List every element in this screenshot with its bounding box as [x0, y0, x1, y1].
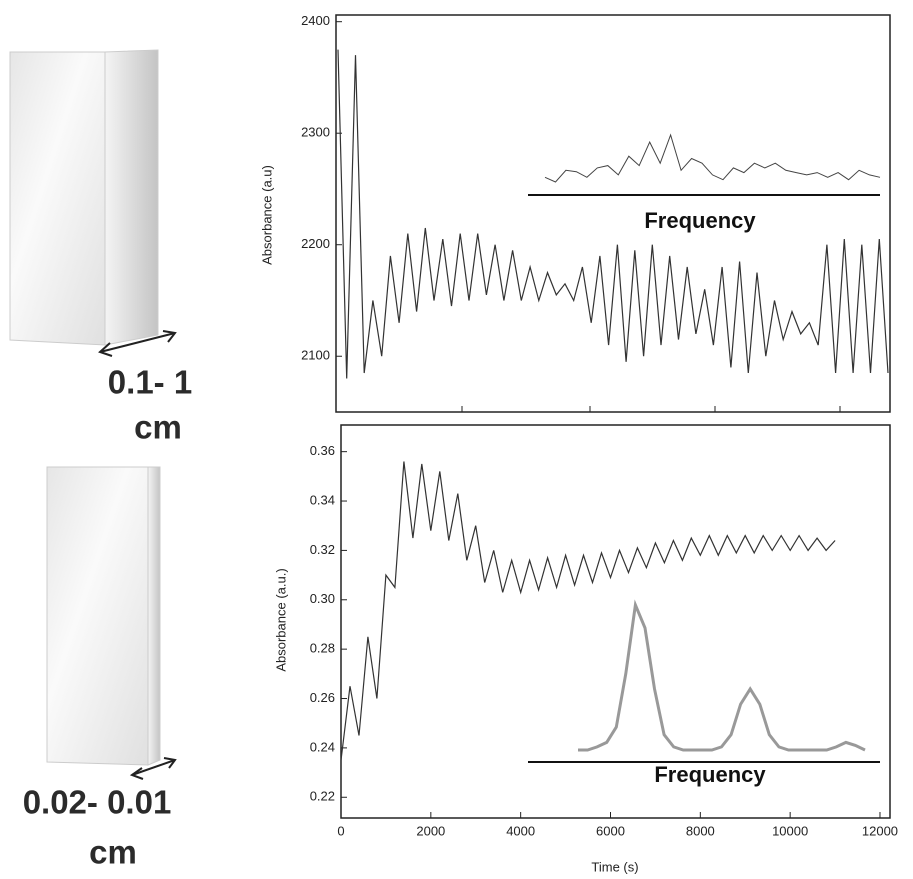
y-tick-label: 2200	[301, 236, 330, 251]
y-axis-label: Absorbance (a.u.)	[273, 568, 288, 671]
inset-line	[544, 133, 881, 183]
y-axis-label: Absorbance (a.u)	[259, 165, 274, 265]
cuvette-thick	[9, 49, 177, 357]
y-tick-label: 2300	[301, 125, 330, 140]
plot-frame	[335, 14, 891, 413]
cuvette-thin	[46, 466, 177, 780]
y-tick-label: 2400	[301, 13, 330, 28]
data-line	[337, 49, 889, 379]
y-tick-label: 0.26	[310, 690, 335, 705]
y-tick-label: 0.28	[310, 641, 335, 656]
y-tick-label: 2100	[301, 348, 330, 363]
size-label: 0.02- 0.01	[23, 784, 172, 821]
y-tick-label: 0.34	[310, 492, 335, 507]
y-tick-label: 0.32	[310, 542, 335, 557]
x-axis-label: Time (s)	[591, 859, 638, 874]
size-label: cm	[89, 834, 137, 871]
x-tick-label: 4000	[506, 823, 535, 838]
x-tick-label: 0	[337, 823, 344, 838]
x-tick-label: 6000	[596, 823, 625, 838]
y-tick-label: 0.36	[310, 443, 335, 458]
inset-line	[578, 599, 866, 752]
x-tick-label: 12000	[862, 823, 898, 838]
y-tick-label: 0.22	[310, 789, 335, 804]
y-tick-label: 0.30	[310, 591, 335, 606]
inset-label: Frequency	[654, 762, 766, 787]
plot-frame	[340, 424, 891, 819]
y-tick-label: 0.24	[310, 739, 335, 754]
x-tick-label: 2000	[416, 823, 445, 838]
x-tick-label: 8000	[686, 823, 715, 838]
size-label: cm	[134, 409, 182, 446]
data-line	[340, 461, 836, 761]
top-x-tick-marks	[461, 406, 841, 412]
x-tick-label: 10000	[772, 823, 808, 838]
size-label: 0.1- 1	[108, 364, 192, 401]
inset-label: Frequency	[644, 208, 756, 233]
